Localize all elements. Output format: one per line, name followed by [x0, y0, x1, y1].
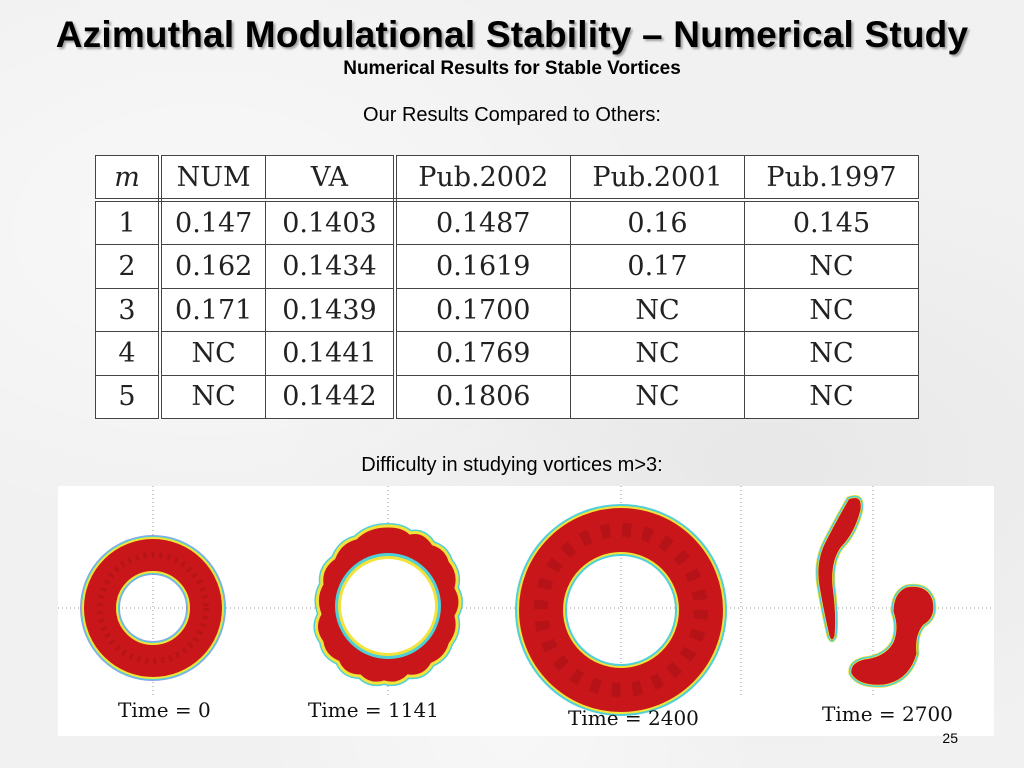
- cell-m: 5: [95, 374, 162, 420]
- cell-pub1997: NC: [743, 287, 920, 333]
- cell-num: NC: [159, 374, 267, 420]
- cell-pub2001: NC: [570, 331, 745, 376]
- cell-va: 0.1434: [265, 244, 397, 289]
- cell-pub1997: NC: [743, 244, 920, 289]
- time-label-0: Time = 0: [118, 698, 211, 722]
- cell-m: 1: [95, 199, 162, 246]
- figure-caption: Difficulty in studying vortices m>3:: [361, 454, 663, 476]
- vortex-ring-t2400: [515, 504, 727, 716]
- page-number: 25: [942, 730, 958, 746]
- cell-va: 0.1403: [265, 199, 397, 246]
- vortex-fragments-t2700: [815, 495, 937, 688]
- vortex-ring-t0: [80, 535, 226, 681]
- slide-subtitle: Numerical Results for Stable Vortices: [343, 58, 681, 79]
- cell-num: 0.171: [159, 287, 267, 333]
- cell-pub2002: 0.1700: [394, 287, 571, 333]
- cell-num: 0.162: [159, 244, 267, 289]
- table-row: 3 0.171 0.1439 0.1700 NC NC: [95, 287, 920, 333]
- cell-va: 0.1439: [265, 287, 397, 333]
- cell-pub2002: 0.1806: [394, 374, 571, 420]
- results-table: m NUM VA Pub.2002 Pub.2001 Pub.1997 1 0.…: [95, 155, 920, 420]
- time-label-2700: Time = 2700: [822, 702, 953, 726]
- cell-pub1997: 0.145: [743, 199, 920, 246]
- vortex-snapshots-svg: [58, 486, 994, 716]
- table-caption: Our Results Compared to Others:: [363, 104, 661, 126]
- table-header-row: m NUM VA Pub.2002 Pub.2001 Pub.1997: [95, 155, 920, 202]
- vortex-ring-t1141: [313, 522, 463, 687]
- header-num: NUM: [159, 155, 267, 202]
- header-pub2001: Pub.2001: [570, 155, 745, 202]
- cell-pub1997: NC: [743, 374, 920, 420]
- table-row: 4 NC 0.1441 0.1769 NC NC: [95, 331, 920, 376]
- table-row: 5 NC 0.1442 0.1806 NC NC: [95, 374, 920, 420]
- table-row: 1 0.147 0.1403 0.1487 0.16 0.145: [95, 199, 920, 246]
- cell-pub2001: 0.17: [570, 244, 745, 289]
- header-pub1997: Pub.1997: [743, 155, 920, 202]
- table-row: 2 0.162 0.1434 0.1619 0.17 NC: [95, 244, 920, 289]
- header-va: VA: [265, 155, 397, 202]
- vortex-evolution-figure: Time = 0 Time = 1141 Time = 2400 Time = …: [58, 486, 994, 736]
- slide-title: Azimuthal Modulational Stability – Numer…: [55, 14, 969, 55]
- cell-va: 0.1441: [265, 331, 397, 376]
- time-label-1141: Time = 1141: [308, 698, 439, 722]
- header-pub2002: Pub.2002: [394, 155, 571, 202]
- header-m: m: [95, 155, 162, 202]
- cell-pub2002: 0.1487: [394, 199, 571, 246]
- cell-va: 0.1442: [265, 374, 397, 420]
- cell-m: 3: [95, 287, 162, 333]
- cell-pub2001: NC: [570, 374, 745, 420]
- cell-num: 0.147: [159, 199, 267, 246]
- cell-pub2002: 0.1769: [394, 331, 571, 376]
- cell-pub1997: NC: [743, 331, 920, 376]
- cell-pub2001: 0.16: [570, 199, 745, 246]
- cell-num: NC: [159, 331, 267, 376]
- cell-pub2001: NC: [570, 287, 745, 333]
- cell-m: 2: [95, 244, 162, 289]
- cell-m: 4: [95, 331, 162, 376]
- results-table-container: m NUM VA Pub.2002 Pub.2001 Pub.1997 1 0.…: [95, 155, 920, 420]
- time-label-2400: Time = 2400: [568, 706, 699, 730]
- cell-pub2002: 0.1619: [394, 244, 571, 289]
